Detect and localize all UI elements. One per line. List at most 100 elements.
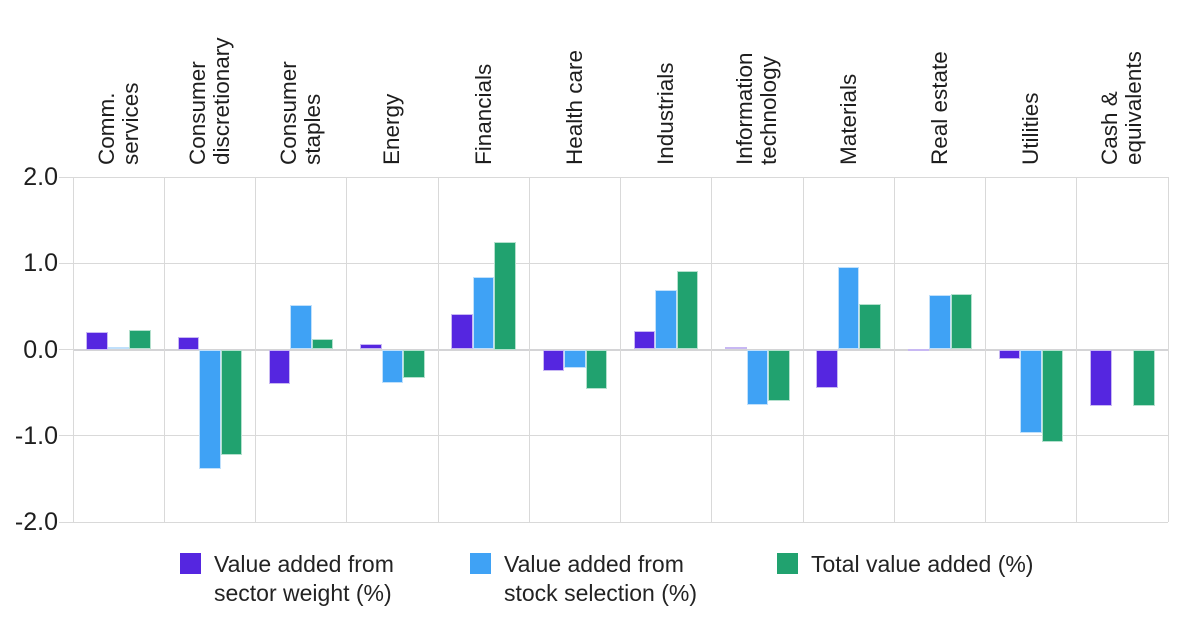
category-label-line: technology: [756, 56, 782, 165]
legend-item-total-value: Total value added (%): [777, 550, 1033, 579]
category-label-line: Comm.: [93, 92, 119, 166]
category-label: Comm. services: [93, 82, 143, 166]
bar-total-value-added: [220, 349, 243, 455]
y-axis-tick-label: -2.0: [14, 508, 58, 536]
y-axis-tick-label: -1.0: [14, 421, 58, 450]
category-separator: [437, 177, 439, 522]
category-label: Health care: [561, 49, 587, 165]
bar-total-value-added: [768, 349, 790, 402]
bar-total-value-added: [585, 349, 608, 390]
category-separator: [985, 177, 986, 522]
category-label: Consumer discretionary: [184, 37, 234, 165]
legend-swatch-total-value: [777, 553, 798, 574]
bar-value-added-from-stock-selection: [746, 349, 769, 405]
category-label-line: equivalents: [1121, 51, 1147, 165]
category-label-line: Consumer: [184, 61, 210, 165]
category-separator: [528, 177, 530, 522]
legend-label-line: stock selection (%): [504, 579, 698, 606]
bar-value-added-from-stock-selection: [199, 349, 221, 470]
category-label-line: Cash &: [1097, 91, 1123, 165]
bar-value-added-from-stock-selection: [929, 295, 951, 350]
category-separator: [1167, 177, 1169, 522]
category-separator: [255, 177, 256, 522]
category-label: Financials: [470, 63, 496, 165]
bar-total-value-added: [403, 349, 425, 378]
bar-total-value-added: [129, 329, 151, 350]
bar-value-added-from-sector-weight: [451, 314, 473, 350]
category-label-line: Utilities: [1018, 92, 1044, 165]
bar-value-added-from-stock-selection: [564, 349, 586, 369]
legend-label-line: Value added from: [214, 551, 394, 577]
category-label: Utilities: [1018, 92, 1044, 165]
category-label-line: discretionary: [208, 37, 234, 165]
bar-total-value-added: [494, 241, 516, 350]
bar-total-value-added: [311, 339, 334, 350]
bar-value-added-from-stock-selection: [655, 289, 677, 350]
bar-value-added-from-sector-weight: [998, 349, 1021, 359]
category-label-line: Financials: [470, 63, 496, 165]
bar-value-added-from-stock-selection: [107, 346, 130, 350]
bar-value-added-from-sector-weight: [633, 331, 656, 350]
category-label: Information technology: [732, 52, 782, 165]
y-axis-tick: [59, 176, 73, 178]
y-axis-tick-label: 2.0: [23, 163, 58, 191]
y-axis-line: [72, 177, 74, 522]
legend: Value added from sector weight (%) Value…: [0, 550, 1192, 616]
legend-label-stock-selection: Value added from stock selection (%): [504, 550, 697, 607]
category-label-line: services: [117, 82, 143, 165]
category-label-line: staples: [300, 93, 326, 165]
category-label-line: Information: [732, 52, 758, 165]
category-label: Real estate: [926, 51, 952, 165]
category-label-line: Health care: [561, 49, 587, 165]
bar-value-added-from-stock-selection: [1020, 349, 1042, 434]
legend-label-sector-weight: Value added from sector weight (%): [214, 550, 394, 607]
legend-label-line: Value added from: [504, 551, 684, 577]
y-axis-tick: [59, 521, 73, 523]
category-label: Consumer staples: [276, 61, 326, 165]
bar-total-value-added: [1133, 349, 1155, 406]
category-label-line: Materials: [835, 73, 861, 165]
legend-swatch-sector-weight: [180, 553, 201, 574]
category-label-line: Consumer: [276, 61, 302, 165]
bar-value-added-from-sector-weight: [725, 346, 747, 350]
legend-label-total-value: Total value added (%): [811, 550, 1033, 579]
category-label-line: Energy: [379, 93, 405, 165]
category-label: Cash & equivalents: [1097, 51, 1147, 165]
bar-value-added-from-stock-selection: [290, 304, 312, 350]
y-axis-tick-label: 1.0: [23, 249, 58, 278]
bar-value-added-from-sector-weight: [268, 349, 291, 384]
bar-value-added-from-sector-weight: [177, 336, 200, 350]
gridline: [73, 521, 1168, 523]
bar-total-value-added: [859, 303, 881, 350]
bar-value-added-from-sector-weight: [1090, 349, 1112, 406]
y-axis-tick: [59, 435, 73, 437]
category-separator: [163, 177, 165, 522]
bar-value-added-from-sector-weight: [360, 344, 382, 350]
category-separator: [1076, 177, 1078, 522]
bar-value-added-from-stock-selection: [837, 266, 860, 350]
category-separator: [802, 177, 804, 522]
bar-total-value-added: [676, 271, 699, 350]
legend-label-line: sector weight (%): [214, 579, 392, 606]
category-separator: [346, 177, 348, 522]
category-label-line: Industrials: [653, 62, 679, 165]
bar-value-added-from-sector-weight: [816, 349, 838, 389]
y-axis-tick-label: 0.0: [23, 335, 58, 364]
category-separator: [711, 177, 713, 522]
legend-label-line: Total value added (%): [811, 551, 1034, 577]
bar-value-added-from-sector-weight: [542, 349, 565, 372]
bar-value-added-from-stock-selection: [381, 349, 404, 384]
legend-item-sector-weight: Value added from sector weight (%): [180, 550, 394, 607]
category-separator: [620, 177, 621, 522]
category-label: Materials: [835, 73, 861, 165]
bar-total-value-added: [1041, 349, 1064, 442]
legend-item-stock-selection: Value added from stock selection (%): [470, 550, 697, 607]
category-label: Industrials: [653, 62, 679, 165]
bar-total-value-added: [950, 294, 973, 350]
bar-value-added-from-sector-weight: [907, 348, 930, 351]
y-axis-tick: [59, 262, 73, 264]
category-separator: [893, 177, 895, 522]
category-label-line: Real estate: [926, 51, 952, 165]
bar-value-added-from-stock-selection: [472, 277, 495, 350]
